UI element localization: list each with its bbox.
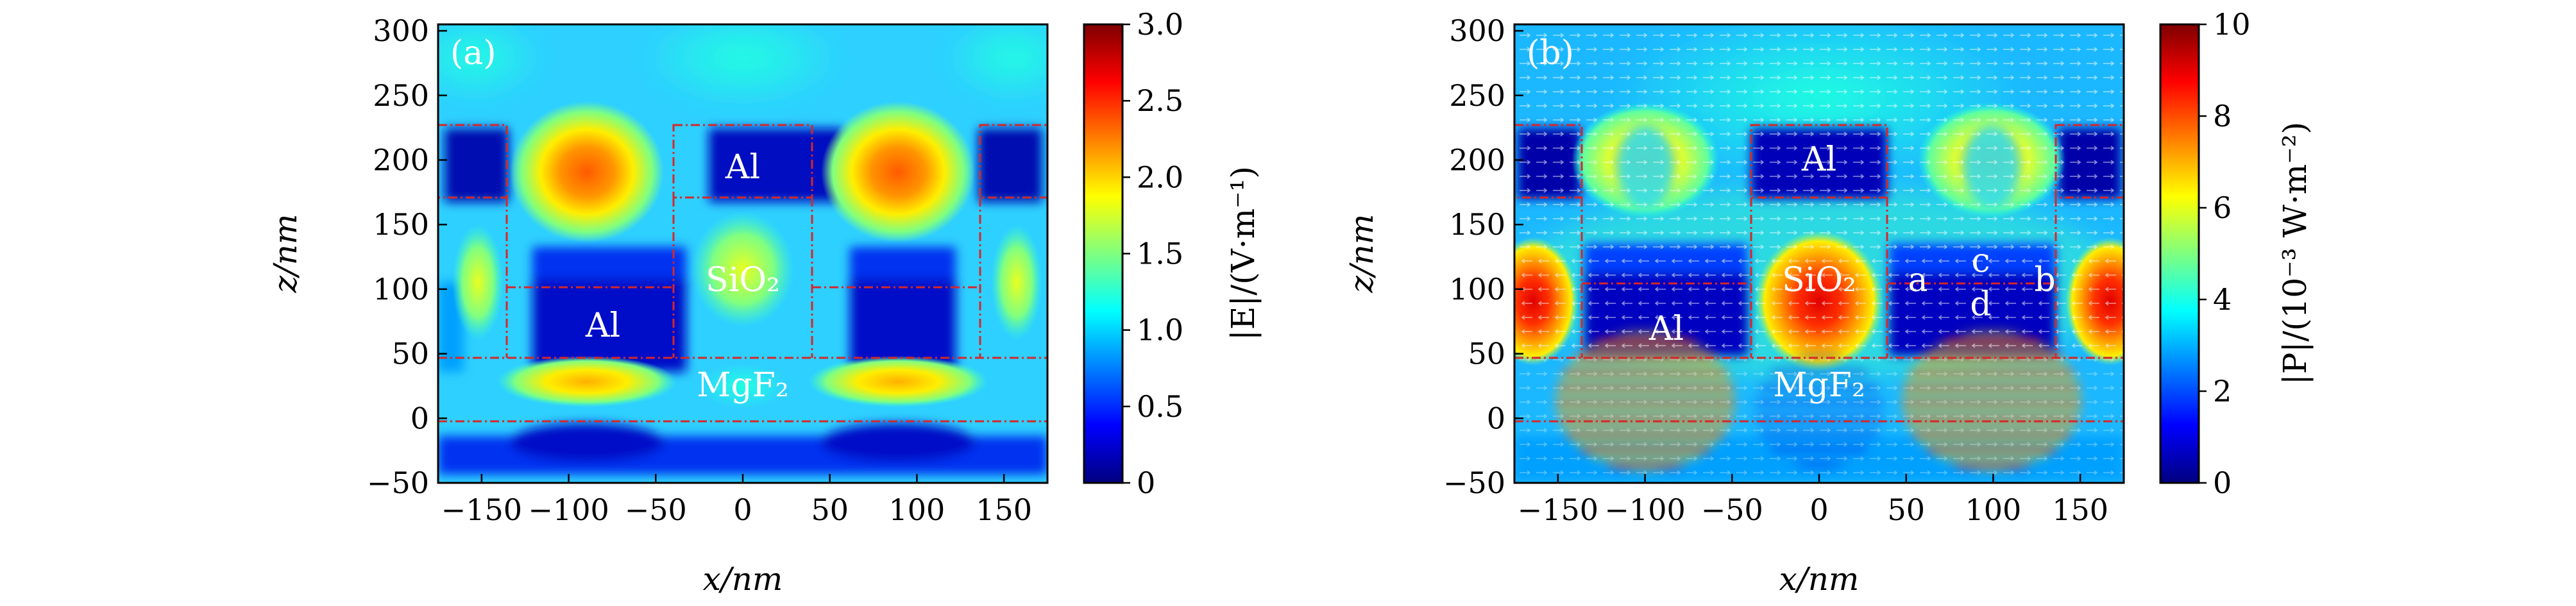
field-peak-a-right [821,101,975,242]
field-peak-a-bottom-left [497,356,677,407]
axes-b: −150 −100 −50 0 50 100 150 −50 0 50 100 150 200 250 30… [1443,13,2108,527]
x-tick-label-b: 0 [1809,492,1828,527]
y-tick-label-a: −50 [367,466,429,500]
y-tick-label-b: −50 [1443,466,1505,500]
colorbar-tick-label-a: 2.5 [1137,83,1183,118]
point-label-a: a [1908,261,1928,299]
region-label-mgf2-b: MgF₂ [1773,366,1865,405]
point-label-c: c [1971,242,1990,280]
y-tick-label-a: 0 [411,401,429,435]
x-tick-label-a: −150 [441,492,522,527]
field-peak-a-bottom-right [808,356,988,407]
x-tick-label-b: 50 [1887,492,1925,527]
colorbar-tick-label-b: 0 [2213,466,2232,500]
y-tick-label-b: 0 [1487,401,1505,435]
field-peak-a-left [510,101,664,242]
y-tick-label-b: 200 [1449,142,1505,177]
y-tick-label-b: 150 [1449,207,1505,242]
panel-label-b: (b) [1527,34,1574,72]
region-label-sio2: SiO₂ [706,261,780,299]
colorbar-tick-label-a: 1.5 [1137,237,1183,271]
y-tick-label-a: 200 [373,142,429,177]
region-label-mgf2: MgF₂ [697,366,788,405]
low-field-zones [438,128,1047,475]
y-axis-label-a: z/nm [267,214,304,294]
colorbar-label-b: |P|/(10⁻³ W·m⁻²) [2276,122,2314,385]
colorbar-ticks-b: 0 2 4 6 8 10 [2199,7,2251,500]
point-label-d: d [1970,285,1991,324]
y-tick-label-a: 50 [391,337,429,371]
colorbar-label-a: |E|/(V·m⁻¹) [1224,166,1262,341]
colorbar-tick-label-a: 0.5 [1137,389,1183,424]
point-label-b: b [2034,261,2055,299]
region-label-al-bottom-b: Al [1648,310,1684,348]
region-label-al-top: Al [725,148,760,187]
colorbar-tick-label-b: 8 [2213,99,2232,133]
colorbar-tick-label-b: 2 [2213,374,2232,408]
y-tick-label-a: 250 [373,78,429,113]
panel-b: Al SiO₂ Al MgF₂ a b c d (b) −150 −100 −50 0… [1343,7,2314,598]
y-tick-label-a: 150 [373,207,429,242]
x-tick-label-a: 0 [733,492,752,527]
y-tick-label-a: 300 [373,13,429,48]
colorbar-a [1084,24,1123,483]
region-label-al-top-b: Al [1801,140,1836,179]
colorbar-b [2160,24,2199,483]
heatmap-a: Al SiO₂ Al MgF₂ (a) [438,24,1047,483]
colorbar-tick-label-a: 3.0 [1137,7,1183,42]
x-axis-label-a: x/nm [703,560,783,598]
y-axis-label-b: z/nm [1343,214,1380,294]
field-peak-a-center [691,212,794,327]
colorbar-tick-label-a: 2.0 [1137,160,1183,194]
x-tick-label-b: −150 [1518,492,1598,527]
colorbar-ticks-a: 0 0.5 1.0 1.5 2.0 2.5 3.0 [1123,7,1183,500]
axes-a: −150 −100 −50 0 50 100 150 −50 0 50 100 150 200 250 30… [367,13,1032,527]
colorbar-tick-label-a: 1.0 [1137,313,1183,348]
x-axis-label-b: x/nm [1779,560,1860,598]
y-tick-label-a: 100 [373,272,429,307]
power-flow-arrows [1514,24,2124,249]
colorbar-tick-label-b: 4 [2213,282,2232,317]
region-label-sio2-b: SiO₂ [1782,261,1856,299]
y-tick-label-b: 250 [1449,78,1505,113]
boundaries-a [438,124,1047,423]
boundaries-b [1514,124,2124,423]
x-tick-label-a: 100 [889,492,945,527]
y-tick-label-b: 300 [1449,13,1505,48]
region-label-al-bottom: Al [585,307,620,345]
x-tick-label-a: −100 [528,492,609,527]
y-tick-label-b: 50 [1468,337,1505,371]
x-tick-label-b: 150 [2052,492,2108,527]
panel-a: Al SiO₂ Al MgF₂ (a) −150 −100 −50 0 50 100 150… [267,7,1262,598]
colorbar-tick-label-b: 6 [2213,190,2232,225]
colorbar-tick-label-a: 0 [1137,466,1155,500]
x-tick-label-a: 150 [976,492,1032,527]
heatmap-b: Al SiO₂ Al MgF₂ a b c d (b) [1514,24,2124,483]
x-tick-label-b: 100 [1965,492,2022,527]
y-tick-label-b: 100 [1449,272,1505,307]
panel-label-a: (a) [450,34,496,72]
x-tick-label-b: −100 [1604,492,1685,527]
x-tick-label-b: −50 [1701,492,1763,527]
colorbar-tick-label-b: 10 [2213,7,2251,42]
x-tick-label-a: −50 [625,492,687,527]
x-tick-label-a: 50 [811,492,849,527]
